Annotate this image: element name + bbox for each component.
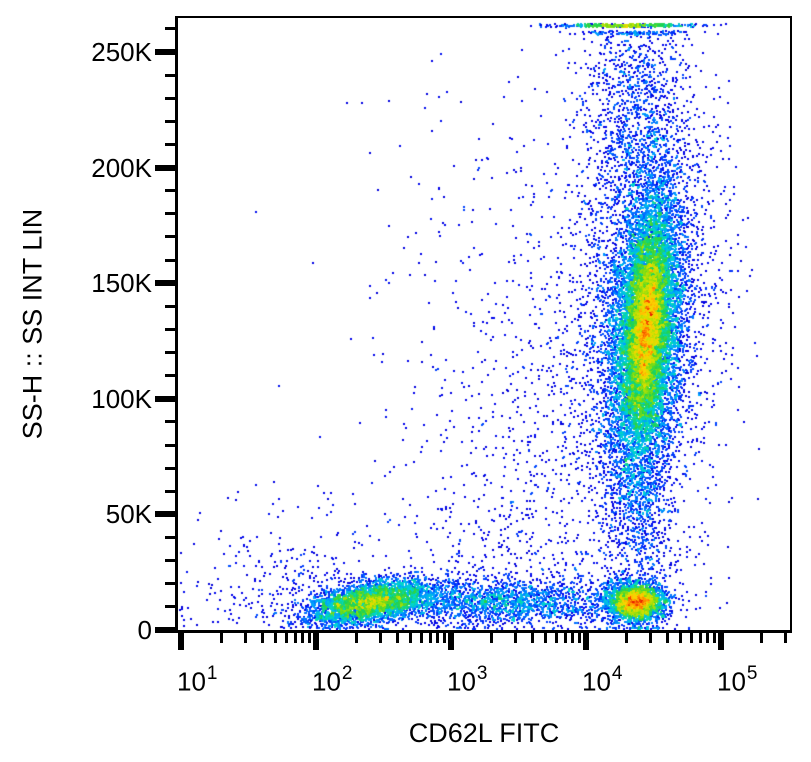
x-minor-tick: [284, 633, 288, 643]
x-minor-tick: [648, 633, 652, 643]
y-major-tick: [155, 627, 178, 633]
x-minor-tick: [571, 633, 575, 643]
x-minor-tick: [408, 633, 412, 643]
x-minor-tick: [543, 633, 547, 643]
y-tick-label: 250K: [91, 36, 152, 67]
plot-area: [175, 16, 792, 633]
scatter-canvas: [178, 18, 790, 630]
y-major-tick: [155, 48, 178, 55]
x-minor-tick: [301, 633, 305, 643]
y-minor-tick: [165, 536, 178, 540]
y-minor-tick: [165, 235, 178, 239]
y-minor-tick: [165, 420, 178, 424]
x-tick-label: 101: [177, 663, 218, 697]
x-major-tick: [448, 633, 454, 650]
x-minor-tick: [625, 633, 629, 643]
x-minor-tick: [260, 633, 264, 643]
x-minor-tick: [513, 633, 517, 643]
y-minor-tick: [165, 605, 178, 609]
x-minor-tick: [760, 633, 764, 643]
y-tick-label: 0: [137, 615, 152, 645]
x-minor-tick: [490, 633, 494, 643]
y-minor-tick: [165, 304, 178, 308]
y-minor-tick: [165, 559, 178, 563]
y-minor-tick: [165, 189, 178, 193]
x-minor-tick: [378, 633, 382, 643]
x-minor-tick: [355, 633, 359, 643]
y-minor-tick: [165, 489, 178, 493]
y-minor-tick: [165, 27, 178, 31]
x-minor-tick: [243, 633, 247, 643]
y-major-tick: [155, 511, 178, 518]
y-minor-tick: [165, 119, 178, 123]
y-minor-tick: [165, 212, 178, 216]
y-minor-tick: [165, 73, 178, 77]
x-minor-tick: [678, 633, 682, 643]
x-minor-tick: [436, 633, 440, 643]
y-minor-tick: [165, 374, 178, 378]
x-major-tick: [178, 633, 184, 650]
x-major-tick: [718, 633, 724, 650]
x-minor-tick: [530, 633, 534, 643]
y-minor-tick: [165, 466, 178, 470]
y-minor-tick: [165, 582, 178, 586]
x-minor-tick: [419, 633, 423, 643]
y-tick-label: 150K: [91, 268, 152, 299]
x-minor-tick: [293, 633, 297, 643]
x-minor-tick: [665, 633, 669, 643]
x-minor-tick: [220, 633, 224, 643]
y-minor-tick: [165, 96, 178, 100]
x-minor-tick: [308, 633, 312, 643]
x-minor-tick: [273, 633, 277, 643]
x-tick-label: 104: [582, 663, 623, 697]
y-tick-label: 50K: [105, 499, 152, 530]
x-tick-label: 105: [717, 663, 758, 697]
x-major-tick: [313, 633, 319, 650]
x-minor-tick: [554, 633, 558, 643]
x-minor-tick: [443, 633, 447, 643]
y-minor-tick: [165, 142, 178, 146]
y-minor-tick: [165, 443, 178, 447]
y-major-tick: [155, 395, 178, 402]
y-major-tick: [155, 164, 178, 171]
x-minor-tick: [563, 633, 567, 643]
x-minor-tick: [689, 633, 693, 643]
y-tick-label: 100K: [91, 383, 152, 414]
y-major-tick: [155, 280, 178, 287]
x-tick-label: 103: [447, 663, 488, 697]
x-minor-tick: [395, 633, 399, 643]
x-minor-tick: [713, 633, 717, 643]
x-minor-tick: [428, 633, 432, 643]
y-tick-label: 200K: [91, 152, 152, 183]
x-tick-label: 102: [312, 663, 353, 697]
x-minor-tick: [578, 633, 582, 643]
x-major-tick: [583, 633, 589, 650]
x-minor-tick: [706, 633, 710, 643]
y-minor-tick: [165, 327, 178, 331]
y-minor-tick: [165, 258, 178, 262]
x-minor-tick: [783, 633, 787, 643]
y-minor-tick: [165, 351, 178, 355]
x-minor-tick: [698, 633, 702, 643]
x-axis-title: CD62L FITC: [408, 718, 560, 748]
